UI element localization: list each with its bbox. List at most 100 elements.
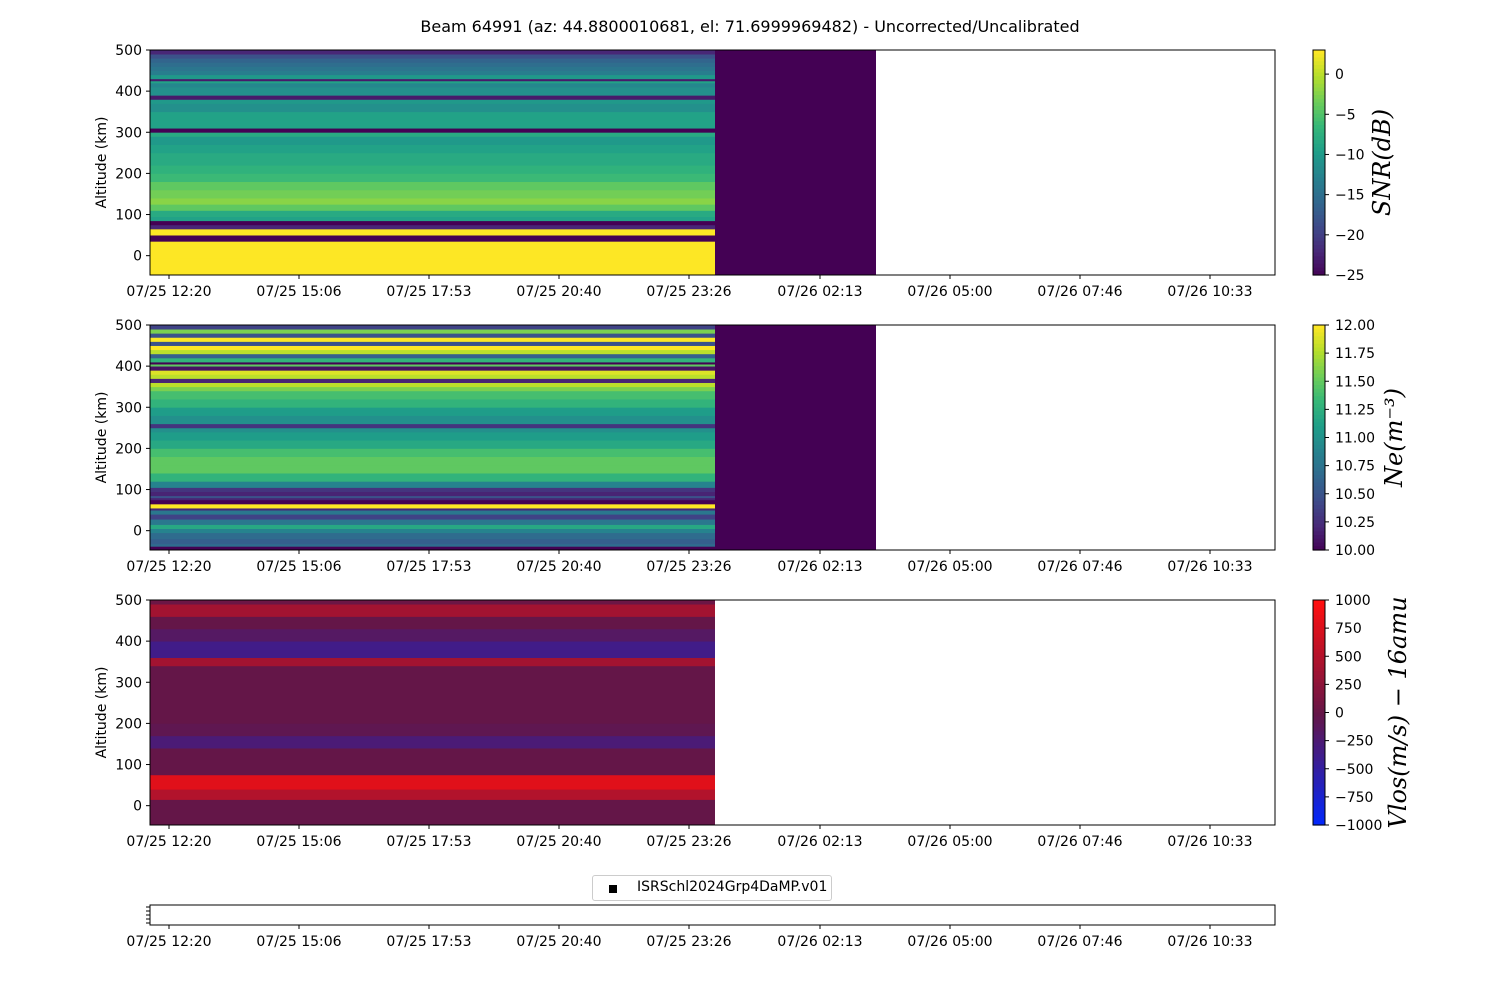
panel1-xtick-label: 07/25 12:20: [126, 284, 211, 300]
panel2-colorbar-segment: [1313, 535, 1325, 540]
panel1-colorbar-segment: [1313, 173, 1325, 179]
panel2-colorbar-segment: [1313, 415, 1325, 420]
panel3-colorbar-segment: [1313, 626, 1325, 631]
panel1-colorbar-tick-label: −5: [1335, 107, 1356, 123]
panel1-colorbar-tick-label: −25: [1335, 268, 1365, 284]
panel1-colorbar-segment: [1313, 147, 1325, 152]
panel2-heatmap-band: [150, 546, 715, 551]
panel1-xtick-label: 07/25 20:40: [516, 284, 601, 300]
panel3-colorbar-tick-label: −750: [1335, 790, 1373, 806]
panel2-heatmap-band: [150, 473, 715, 482]
panel3-colorbar-segment: [1313, 693, 1325, 699]
panel1-colorbar-segment: [1313, 245, 1325, 250]
panel3-colorbar-segment: [1313, 731, 1325, 736]
panel3-ylabel: Altitude (km): [94, 667, 110, 759]
panel3-xtick-label: 07/25 15:06: [256, 834, 341, 850]
panel3-colorbar-segment: [1313, 645, 1325, 650]
panel2-colorbar-segment: [1313, 497, 1325, 502]
panel2-colorbar-segment: [1313, 325, 1325, 330]
panel2-colorbar-segment: [1313, 437, 1325, 442]
panel1-colorbar-segment: [1313, 162, 1325, 167]
panel2-colorbar-tick-label: 10.75: [1335, 459, 1375, 475]
panel1-ytick-label: 100: [115, 208, 142, 224]
panel3-colorbar-segment: [1313, 686, 1325, 691]
panel3-heatmap-band: [150, 628, 715, 642]
panel1-xtick-label: 07/25 17:53: [386, 284, 471, 300]
panel2-heatmap-band: [150, 349, 715, 355]
legend-marker-square-icon: [609, 885, 617, 893]
panel1-colorbar-segment: [1313, 166, 1325, 171]
panel3-heatmap-band: [150, 799, 715, 826]
panel1-colorbar-segment: [1313, 181, 1325, 186]
panel1-heatmap-band: [150, 152, 715, 166]
panel1-colorbar-segment: [1313, 65, 1325, 70]
panel1-colorbar-segment: [1313, 83, 1325, 89]
panel3-xtick-label: 07/26 07:46: [1037, 834, 1122, 850]
panel1-nodata-region: [715, 50, 876, 275]
panel2-colorbar-segment: [1313, 358, 1325, 364]
panel2-colorbar-segment: [1313, 362, 1325, 367]
panel2-colorbar-segment: [1313, 385, 1325, 390]
panel2-heatmap-band: [150, 370, 715, 375]
panel2-heatmap-band: [150, 366, 715, 371]
panel3-heatmap-band: [150, 665, 715, 679]
panel3-colorbar-segment: [1313, 787, 1325, 792]
panel1-colorbar-segment: [1313, 263, 1325, 269]
panel1-colorbar-segment: [1313, 151, 1325, 156]
panel1-ytick-label: 400: [115, 84, 142, 100]
panel1-colorbar-segment: [1313, 98, 1325, 104]
panel3-heatmap-band: [150, 604, 715, 617]
panel2-colorbar-segment: [1313, 396, 1325, 401]
panel2-heatmap-band: [150, 345, 715, 351]
panel1-heatmap-band: [150, 70, 715, 76]
panel1-colorbar-segment: [1313, 57, 1325, 62]
panel3-colorbar-segment: [1313, 660, 1325, 665]
panel3-heatmap-band: [150, 748, 715, 776]
panel2-colorbar-segment: [1313, 460, 1325, 465]
panel2-colorbar-segment: [1313, 433, 1325, 439]
panel1-heatmap-band: [150, 128, 715, 133]
panel2-heatmap-band: [150, 337, 715, 342]
panel3-colorbar-tick-label: 0: [1335, 706, 1344, 722]
panel1-heatmap-band: [150, 99, 715, 104]
panel2-heatmap-band: [150, 440, 715, 449]
panel2-heatmap-band: [150, 503, 715, 509]
panel3-xtick-label: 07/26 05:00: [907, 834, 992, 850]
panel1-colorbar-segment: [1313, 113, 1325, 119]
panel2-colorbar-segment: [1313, 452, 1325, 457]
panel2-xtick-label: 07/25 17:53: [386, 559, 471, 575]
panel2-colorbar-segment: [1313, 377, 1325, 382]
panel1-heatmap-band: [150, 198, 715, 205]
panel3-colorbar-segment: [1313, 798, 1325, 804]
panel2-colorbar-segment: [1313, 486, 1325, 491]
strip-xtick-label: 07/26 07:46: [1037, 934, 1122, 950]
panel1-heatmap-band: [150, 241, 715, 259]
panel1-colorbar-segment: [1313, 248, 1325, 254]
panel3-colorbar-segment: [1313, 675, 1325, 680]
panel1-colorbar-segment: [1313, 192, 1325, 197]
panel3-ytick-label: 400: [115, 634, 142, 650]
panel2-heatmap-band: [150, 333, 715, 338]
panel3-colorbar-segment: [1313, 690, 1325, 695]
panel2-colorbar-tick-label: 11.00: [1335, 431, 1375, 447]
panel2-heatmap-band: [150, 407, 715, 416]
panel3-colorbar-segment: [1313, 780, 1325, 785]
strip-xtick-label: 07/25 23:26: [646, 934, 731, 950]
panel2-heatmap-band: [150, 543, 715, 547]
panel2-heatmap-band: [150, 495, 715, 499]
panel1-heatmap-band: [150, 235, 715, 242]
panel2-heatmap-band: [150, 399, 715, 408]
panel1-xtick-label: 07/25 15:06: [256, 284, 341, 300]
panel2-heatmap-band: [150, 532, 715, 540]
panel3-colorbar-segment: [1313, 671, 1325, 676]
panel1-colorbar-segment: [1313, 143, 1325, 149]
panel2-colorbar-segment: [1313, 508, 1325, 514]
panel1-heatmap-band: [150, 62, 715, 67]
panel1-colorbar-segment: [1313, 87, 1325, 92]
panel2-colorbar-segment: [1313, 403, 1325, 409]
panel2-colorbar-tick-label: 11.50: [1335, 374, 1375, 390]
panel3-colorbar-segment: [1313, 682, 1325, 687]
panel3-colorbar-segment: [1313, 738, 1325, 744]
panel3-colorbar-segment: [1313, 656, 1325, 661]
